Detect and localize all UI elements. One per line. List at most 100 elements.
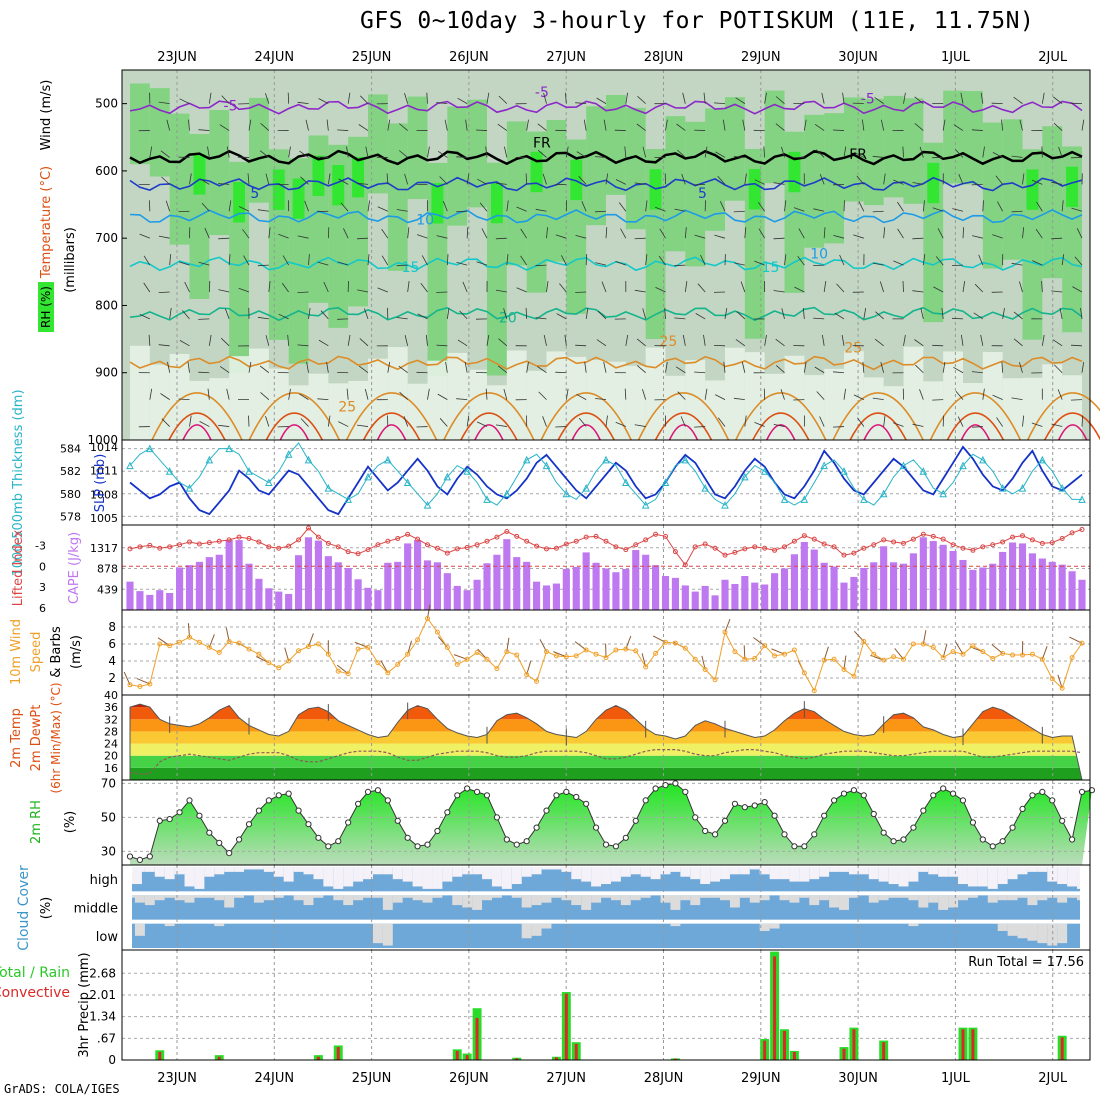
cloud-clear-cell <box>938 867 949 877</box>
cloud-clear-cell <box>402 867 413 882</box>
wind-barb <box>475 129 488 131</box>
cloud-clear-cell <box>412 895 423 901</box>
thickness-point <box>364 472 372 481</box>
contour-label: 5 <box>250 186 259 202</box>
wind10m-speed-point <box>950 649 956 655</box>
wind-barb <box>1041 92 1045 104</box>
wind-barb <box>1061 200 1064 212</box>
wind-barb <box>436 291 448 293</box>
wind-barb <box>457 97 468 104</box>
cape-bar <box>235 540 243 610</box>
wind-barb <box>992 152 1003 158</box>
cloud-clear-cell <box>591 867 602 887</box>
rh-dry-cell <box>764 373 785 440</box>
wind-barb <box>962 227 964 239</box>
wind-barb <box>439 418 448 427</box>
cloud-clear-cell <box>1027 895 1038 906</box>
cloud-clear-cell <box>888 895 899 898</box>
rh-moist-cell <box>249 97 269 203</box>
wind-barb <box>780 389 785 400</box>
wind-barb <box>1011 262 1023 266</box>
precip-convective-bar <box>475 1017 479 1060</box>
wind-barb <box>1031 179 1043 185</box>
wind10m-speed-point <box>454 661 460 667</box>
lifted-index-point <box>593 533 599 539</box>
wind-barb <box>816 391 825 400</box>
cloud-clear-cell <box>1037 923 1048 944</box>
rh2m-point <box>126 853 134 860</box>
cloud-clear-cell <box>958 895 968 901</box>
cape-bar <box>979 567 987 610</box>
wind-barb <box>436 102 448 105</box>
wind-barb <box>220 337 230 347</box>
rh2m-point <box>146 853 153 860</box>
rh-saturated-cell <box>927 162 940 204</box>
precip-convective-bar <box>158 1051 162 1060</box>
wind-barb <box>883 415 886 427</box>
cape-bar <box>632 550 640 610</box>
cloud-clear-cell <box>997 895 1008 901</box>
lifted-index-point <box>663 533 668 539</box>
temperature-contour-35 <box>752 412 810 441</box>
wind-barb <box>278 313 289 320</box>
wind-barb <box>715 394 726 400</box>
rh2m-point <box>493 814 501 821</box>
wind-barb <box>912 423 924 427</box>
wind-barb <box>857 417 865 427</box>
wind-barb <box>1053 96 1063 104</box>
rh2m-point <box>255 807 263 814</box>
cloud-clear-cell <box>987 895 998 903</box>
wind-barb <box>516 287 527 293</box>
cape-bar <box>334 562 342 610</box>
wind-barb <box>416 234 428 239</box>
wind-barb <box>781 146 785 158</box>
lifted-index-point <box>821 541 827 547</box>
rh2m-point <box>612 843 620 850</box>
rh-dry-cell <box>566 356 587 440</box>
wind-barb <box>498 338 508 347</box>
wind10m-speed-point <box>573 653 579 659</box>
temperature-contour-40 <box>863 424 893 441</box>
cape-bar <box>1018 543 1027 610</box>
wind-barb <box>288 146 291 158</box>
y-tick-wind10m: 2 <box>108 671 116 685</box>
rh-saturated-cell <box>233 182 246 223</box>
wind-barb <box>143 255 151 266</box>
wind10m-speed-point <box>236 640 242 646</box>
rh-dry-cell <box>526 370 547 440</box>
rh-dry-cell <box>705 380 725 440</box>
rh-dry-cell <box>447 352 468 440</box>
cape-bar <box>572 567 580 610</box>
cloud-clear-cell <box>610 895 621 901</box>
wind-barb <box>1031 422 1043 427</box>
cape-bar <box>820 562 828 610</box>
cape-bar <box>1038 558 1046 610</box>
wind-barb <box>377 206 388 212</box>
cloud-clear-cell <box>799 895 810 898</box>
wind-barb <box>642 146 647 158</box>
thickness-point <box>800 495 809 503</box>
thickness-point <box>681 455 690 464</box>
rh-dry-cell <box>943 351 963 440</box>
wind-barb <box>684 281 688 293</box>
wind-barb <box>559 283 567 293</box>
cape-bar <box>691 591 699 610</box>
ylabel-wind10m: 10m Wind <box>9 619 24 685</box>
cloud-clear-cell <box>164 923 175 927</box>
rh-dry-cell <box>427 360 448 440</box>
rh-dry-cell <box>863 377 884 440</box>
wind10m-speed-point <box>1059 685 1065 691</box>
rh-moist-cell <box>943 90 963 184</box>
thickness-point <box>384 455 392 464</box>
temperature-contour-35 <box>946 412 1005 441</box>
wind-barb <box>1036 201 1043 212</box>
wind-barb <box>167 361 171 373</box>
wind-barb <box>659 228 666 239</box>
cloud-clear-cell <box>214 923 225 927</box>
rh-moist-cell <box>883 95 904 198</box>
wind-barb <box>226 388 230 400</box>
wind-barb <box>920 308 924 319</box>
lifted-index-point <box>772 547 778 553</box>
wind-barb <box>308 307 311 319</box>
x-date-label-bottom: 30JUN <box>838 1071 878 1086</box>
